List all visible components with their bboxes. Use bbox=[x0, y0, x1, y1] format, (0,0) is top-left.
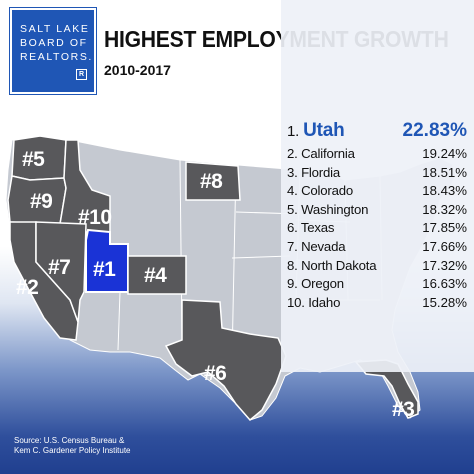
rank-row: 10. Idaho 15.28% bbox=[287, 295, 467, 314]
rank-number: 2. bbox=[287, 146, 298, 161]
rankings-panel bbox=[281, 0, 474, 372]
rank-value: 17.32% bbox=[422, 257, 467, 273]
rank-state: California bbox=[301, 146, 355, 161]
map-label-colorado: #4 bbox=[144, 264, 167, 287]
rank-row: 1. Utah 22.83% bbox=[287, 120, 467, 146]
rank-row: 8. North Dakota 17.32% bbox=[287, 258, 467, 277]
rank-state: Colorado bbox=[301, 183, 353, 199]
rank-value: 18.32% bbox=[422, 201, 467, 217]
map-label-utah: #1 bbox=[93, 258, 116, 281]
map-label-north-dakota: #8 bbox=[200, 170, 223, 193]
map-label-washington: #5 bbox=[22, 148, 45, 171]
rank-row: 7. Nevada 17.66% bbox=[287, 239, 467, 258]
logo-line-3: REALTORS. bbox=[20, 51, 93, 63]
rank-value: 17.85% bbox=[422, 220, 467, 236]
rank-state: Oregon bbox=[301, 276, 344, 292]
rank-value: 16.63% bbox=[422, 276, 467, 292]
map-label-nevada: #7 bbox=[48, 256, 71, 279]
rank-state: Texas bbox=[300, 220, 335, 236]
brand-logo: SALT LAKE BOARD OF REALTORS. R bbox=[9, 7, 97, 95]
rank-value: 17.66% bbox=[422, 238, 467, 254]
rankings-list: 1. Utah 22.83% 2. California 19.24% 3. F… bbox=[287, 120, 467, 313]
rank-row: 4. Colorado 18.43% bbox=[287, 183, 467, 202]
rank-state: Nevada bbox=[301, 238, 346, 254]
map-label-texas: #6 bbox=[204, 362, 227, 385]
rank-state: Washington bbox=[301, 201, 369, 217]
rank-state: Flordia bbox=[301, 164, 340, 180]
rank-value: 15.28% bbox=[422, 294, 467, 310]
rank-row: 2. California 19.24% bbox=[287, 146, 467, 165]
rank-number: 8. bbox=[287, 257, 298, 273]
rank-number: 5. bbox=[287, 201, 298, 217]
rank-row: 6. Texas 17.85% bbox=[287, 220, 467, 239]
map-label-oregon: #9 bbox=[30, 190, 53, 213]
rank-number: 6. bbox=[287, 220, 298, 236]
source-line-1: Source: U.S. Census Bureau & bbox=[14, 436, 125, 445]
logo-line-1: SALT LAKE bbox=[20, 23, 90, 35]
rank-value: 19.24% bbox=[422, 146, 467, 161]
rank-state: Utah bbox=[303, 120, 345, 141]
map-label-idaho: #10 bbox=[78, 206, 112, 229]
rank-number: 4. bbox=[287, 183, 298, 199]
rank-value: 18.43% bbox=[422, 183, 467, 199]
source-note: Source: U.S. Census Bureau & Kem C. Gard… bbox=[14, 436, 131, 456]
logo-line-2: BOARD OF bbox=[20, 37, 88, 49]
map-label-california: #2 bbox=[16, 276, 39, 299]
rank-number: 10. bbox=[287, 294, 305, 310]
rank-number: 7. bbox=[287, 238, 298, 254]
rank-number: 3. bbox=[287, 164, 298, 180]
state-colorado bbox=[127, 255, 187, 295]
logo-registered-mark: R bbox=[76, 69, 87, 80]
rank-row: 9. Oregon 16.63% bbox=[287, 276, 467, 295]
rank-row: 5. Washington 18.32% bbox=[287, 202, 467, 221]
rank-value: 18.51% bbox=[422, 164, 467, 180]
state-north-dakota bbox=[185, 161, 241, 201]
state-texas bbox=[164, 299, 287, 422]
rank-state: Idaho bbox=[308, 294, 341, 310]
rank-row: 3. Flordia 18.51% bbox=[287, 165, 467, 184]
map-label-florida: #3 bbox=[392, 398, 415, 421]
rank-number: 1. bbox=[287, 123, 300, 140]
page-subtitle: 2010-2017 bbox=[104, 62, 171, 78]
state-nevada bbox=[35, 221, 87, 323]
rank-number: 9. bbox=[287, 276, 298, 292]
source-line-2: Kem C. Gardener Policy Institute bbox=[14, 446, 131, 455]
rank-state: North Dakota bbox=[301, 257, 377, 273]
rank-value: 22.83% bbox=[402, 120, 467, 141]
